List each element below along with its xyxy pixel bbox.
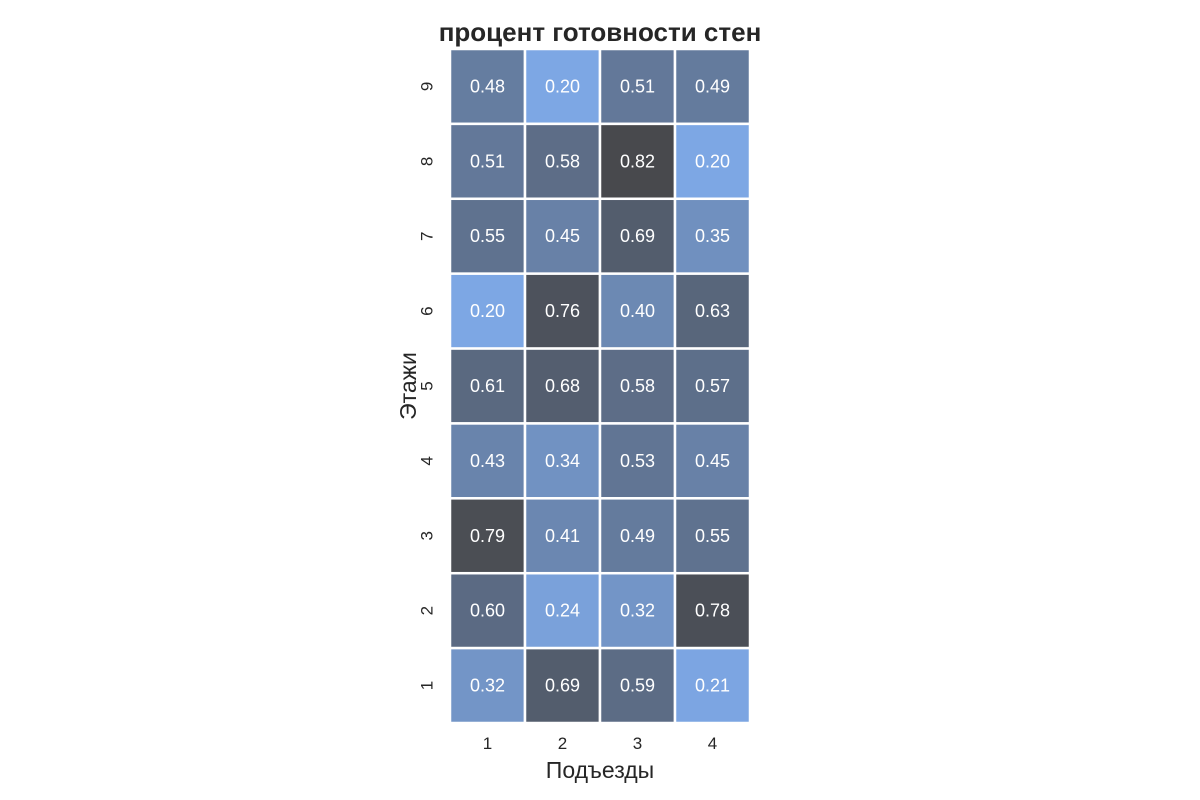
cell-value-label: 0.51	[470, 151, 505, 171]
heatmap-cell	[598, 347, 677, 425]
cell-value-label: 0.63	[695, 301, 730, 321]
cell-value-label: 0.40	[620, 301, 655, 321]
heatmap-cell	[448, 571, 527, 650]
y-tick-label: 8	[418, 157, 437, 166]
heatmap-cell	[448, 47, 527, 126]
cell-value-label: 0.57	[695, 376, 730, 396]
y-tick-label: 7	[418, 231, 437, 240]
y-tick-label: 5	[418, 381, 437, 390]
cell-value-label: 0.58	[545, 151, 580, 171]
cell-value-label: 0.24	[545, 601, 580, 621]
heatmap-cell	[673, 122, 752, 201]
cell-value-label: 0.41	[545, 526, 580, 546]
cell-value-label: 0.82	[620, 151, 655, 171]
heatmap-cell	[448, 422, 527, 500]
x-axis-ticks: 1 2 3 4	[483, 734, 717, 753]
x-axis-label: Подъезды	[546, 757, 654, 783]
y-axis-ticks: 9 8 7 6 5 4 3 2 1	[418, 82, 437, 691]
x-tick-label: 2	[558, 734, 567, 753]
cell-value-label: 0.69	[545, 676, 580, 696]
cell-value-label: 0.78	[695, 601, 730, 621]
cell-value-label: 0.32	[470, 676, 505, 696]
heatmap-cell	[598, 422, 677, 500]
x-tick-label: 1	[483, 734, 492, 753]
chart-title: процент готовности стен	[439, 17, 762, 47]
cell-value-label: 0.21	[695, 676, 730, 696]
y-tick-label: 9	[418, 82, 437, 91]
heatmap-cell	[523, 422, 602, 500]
cell-value-label: 0.45	[695, 451, 730, 471]
cell-value-label: 0.68	[545, 376, 580, 396]
cell-value-label: 0.45	[545, 226, 580, 246]
heatmap-cell	[673, 272, 752, 350]
cell-value-label: 0.20	[695, 151, 730, 171]
cell-value-label: 0.55	[695, 526, 730, 546]
y-tick-label: 6	[418, 306, 437, 315]
heatmap-cells: 0.48 0.20 0.51 0.49 0.51 0.58 0.82 0.20 0.55 0.45…	[448, 47, 752, 725]
x-tick-label: 4	[708, 734, 717, 753]
cell-value-label: 0.69	[620, 226, 655, 246]
cell-value-label: 0.51	[620, 76, 655, 96]
heatmap-cell	[673, 347, 752, 425]
heatmap-cell	[448, 347, 527, 425]
y-tick-label: 4	[418, 456, 437, 465]
cell-value-label: 0.35	[695, 226, 730, 246]
cell-value-label: 0.48	[470, 76, 505, 96]
y-tick-label: 2	[418, 606, 437, 615]
cell-value-label: 0.34	[545, 451, 580, 471]
heatmap-cell	[673, 47, 752, 126]
y-tick-label: 1	[418, 681, 437, 690]
cell-value-label: 0.49	[620, 526, 655, 546]
heatmap-cell	[523, 197, 602, 275]
x-tick-label: 3	[633, 734, 642, 753]
cell-value-label: 0.59	[620, 676, 655, 696]
y-tick-label: 3	[418, 531, 437, 540]
cell-value-label: 0.20	[470, 301, 505, 321]
heatmap-cell	[523, 272, 602, 350]
heatmap-cell	[523, 646, 602, 725]
heatmap-cell	[673, 422, 752, 500]
cell-value-label: 0.76	[545, 301, 580, 321]
cell-value-label: 0.61	[470, 376, 505, 396]
cell-value-label: 0.49	[695, 76, 730, 96]
heatmap-cell	[523, 122, 602, 201]
cell-value-label: 0.55	[470, 226, 505, 246]
cell-value-label: 0.20	[545, 76, 580, 96]
heatmap-cell	[598, 646, 677, 725]
heatmap-cell	[598, 497, 677, 575]
y-axis-label: Этажи	[395, 352, 421, 420]
cell-value-label: 0.53	[620, 451, 655, 471]
cell-value-label: 0.60	[470, 601, 505, 621]
cell-value-label: 0.43	[470, 451, 505, 471]
heatmap-cell	[598, 571, 677, 650]
cell-value-label: 0.32	[620, 601, 655, 621]
heatmap-cell	[673, 646, 752, 725]
cell-value-label: 0.79	[470, 526, 505, 546]
heatmap-cell	[673, 197, 752, 275]
cell-value-label: 0.58	[620, 376, 655, 396]
